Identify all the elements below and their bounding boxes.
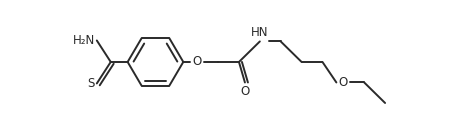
- Text: HN: HN: [251, 26, 269, 39]
- Text: O: O: [193, 55, 202, 68]
- Text: H₂N: H₂N: [73, 34, 95, 47]
- Text: O: O: [240, 85, 250, 98]
- Text: S: S: [87, 77, 95, 90]
- Text: O: O: [339, 76, 348, 89]
